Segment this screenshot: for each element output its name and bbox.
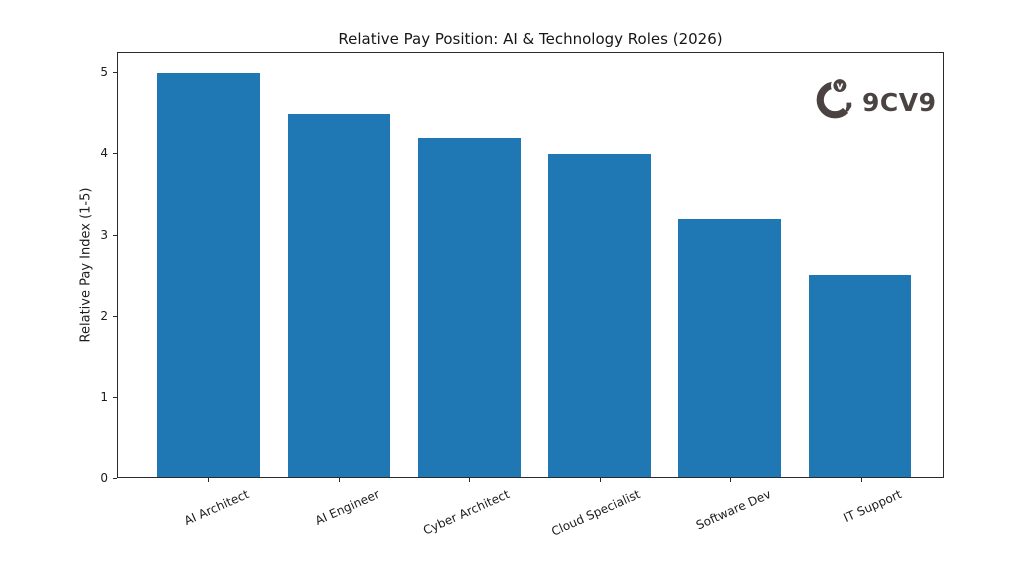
logo: v , 9CV9 (814, 74, 937, 122)
bar-software-dev (678, 218, 782, 477)
y-tick-label-5: 5 (100, 65, 108, 80)
x-tick-mark (599, 478, 601, 482)
logo-comma: , (844, 84, 854, 115)
logo-text: 9CV9 (862, 87, 937, 117)
y-tick-mark (113, 315, 117, 317)
x-tick-mark (730, 478, 732, 482)
y-tick-mark (113, 72, 117, 74)
logo-v-letter: v (836, 80, 843, 92)
x-tick-mark (338, 478, 340, 482)
x-tick-label-cloud-specialist: Cloud Specialist (549, 487, 643, 539)
chart-title: Relative Pay Position: AI & Technology R… (338, 30, 723, 48)
y-tick-mark (113, 153, 117, 155)
bar-ai-engineer (287, 113, 391, 477)
bar-cloud-specialist (548, 153, 651, 477)
bar-ai-architect (157, 73, 261, 477)
y-tick-mark (113, 396, 117, 398)
x-tick-label-cyber-architect: Cyber Architect (421, 487, 512, 538)
x-tick-mark (860, 478, 862, 482)
9cv9-circle-v-icon: v , (816, 76, 854, 119)
y-tick-mark (113, 234, 117, 236)
x-tick-label-software-dev: Software Dev (693, 487, 774, 533)
x-tick-label-ai-architect: AI Architect (181, 487, 251, 529)
x-tick-label-ai-engineer: AI Engineer (312, 487, 382, 528)
logo-v-badge (831, 76, 849, 95)
bar-it-support (808, 275, 912, 477)
bar-cyber-architect (417, 137, 521, 477)
y-tick-label-2: 2 (100, 308, 108, 323)
x-tick-mark (469, 478, 471, 482)
y-tick-label-3: 3 (100, 227, 108, 242)
y-tick-label-1: 1 (100, 389, 108, 404)
x-tick-mark (207, 478, 209, 482)
x-tick-label-it-support: IT Support (841, 487, 904, 526)
y-tick-label-4: 4 (100, 146, 108, 161)
plot-area (117, 52, 944, 478)
y-tick-label-0: 0 (100, 471, 108, 485)
y-tick-mark (113, 478, 117, 479)
